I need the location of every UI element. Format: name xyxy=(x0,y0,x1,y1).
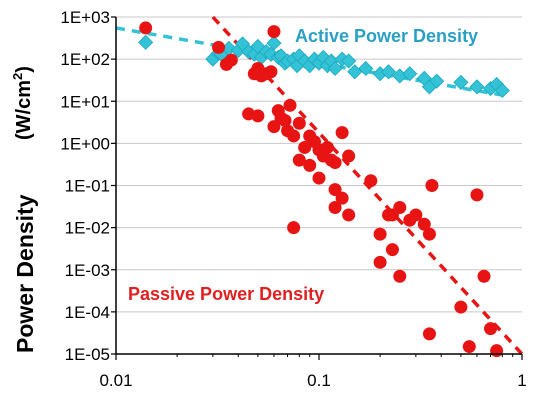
x-tick-label: 0.1 xyxy=(307,371,331,390)
passive-data-point xyxy=(342,208,356,222)
passive-data-point xyxy=(328,201,342,215)
passive-data-point xyxy=(484,322,498,336)
passive-data-point xyxy=(417,217,431,231)
passive-data-point xyxy=(373,227,387,241)
active-data-point xyxy=(266,35,282,51)
y-axis-unit-exponent: 2 xyxy=(10,73,25,80)
active-data-point xyxy=(380,64,397,80)
active-data-point xyxy=(138,34,154,50)
passive-data-point xyxy=(328,183,342,197)
passive-data-point xyxy=(470,188,484,202)
passive-data-point xyxy=(312,171,326,185)
y-tick-label: 1E-05 xyxy=(65,345,110,364)
passive-data-point xyxy=(267,25,281,39)
passive-data-point xyxy=(364,174,378,188)
passive-data-point xyxy=(251,109,265,123)
passive-data-point xyxy=(490,344,504,358)
active-annotation: Active Power Density xyxy=(295,26,478,46)
passive-data-point xyxy=(287,221,301,235)
passive-data-point xyxy=(454,300,468,314)
active-data-point xyxy=(469,79,485,95)
passive-data-point xyxy=(212,40,226,54)
y-tick-label: 1E+01 xyxy=(60,92,110,111)
passive-data-point xyxy=(422,227,436,241)
passive-data-point xyxy=(283,98,297,112)
data-points xyxy=(138,21,510,358)
passive-data-point xyxy=(224,53,238,67)
active-data-point xyxy=(402,66,418,82)
passive-data-point xyxy=(462,340,476,354)
passive-data-point xyxy=(393,201,407,215)
axis-labels: 1E+03 1E+02 1E+01 1E+00 1E-01 1E-02 1E-03 1E-04… xyxy=(60,8,526,390)
active-data-point xyxy=(327,60,343,77)
passive-data-point xyxy=(267,120,281,134)
passive-data-point xyxy=(425,179,439,192)
x-tick-label: 0.01 xyxy=(99,371,132,390)
passive-data-point xyxy=(287,129,301,143)
y-tick-label: 1E-04 xyxy=(65,303,110,322)
passive-data-point xyxy=(477,269,491,283)
y-tick-label: 1E+03 xyxy=(60,8,110,27)
y-axis-title-text: Power Density xyxy=(12,194,38,353)
y-axis-unit: (W/cm2) xyxy=(10,66,35,140)
passive-data-point xyxy=(264,65,278,79)
active-data-point xyxy=(453,74,469,90)
passive-data-point xyxy=(139,21,153,35)
y-tick-label: 1E-02 xyxy=(65,219,110,238)
passive-data-point xyxy=(328,156,342,170)
active-data-point xyxy=(341,53,357,69)
passive-data-point xyxy=(385,243,399,257)
active-data-point xyxy=(429,73,445,89)
passive-data-point xyxy=(393,269,407,283)
y-axis-unit-suffix: ) xyxy=(13,66,35,73)
y-axis-title: Power Density xyxy=(12,194,38,353)
x-tick-label: 1 xyxy=(517,371,526,390)
passive-data-point xyxy=(320,140,334,154)
y-tick-label: 1E+00 xyxy=(60,134,110,153)
passive-data-point xyxy=(335,191,349,205)
y-tick-label: 1E+02 xyxy=(60,50,110,69)
passive-data-point xyxy=(342,149,356,163)
passive-data-point xyxy=(278,113,292,127)
axes xyxy=(111,16,523,360)
y-tick-label: 1E-03 xyxy=(65,261,110,280)
passive-data-point xyxy=(422,327,436,341)
passive-data-point xyxy=(292,116,306,130)
passive-data-point xyxy=(335,126,349,140)
active-data-point xyxy=(358,60,374,77)
y-axis-unit-prefix: (W/cm xyxy=(13,80,35,140)
y-tick-label: 1E-01 xyxy=(65,177,110,196)
passive-data-point xyxy=(409,208,423,222)
active-data-point xyxy=(494,82,510,99)
passive-data-point xyxy=(298,140,312,154)
passive-data-point xyxy=(292,153,306,167)
passive-annotation: Passive Power Density xyxy=(128,284,324,304)
passive-data-point xyxy=(303,158,317,172)
passive-data-point xyxy=(373,255,387,269)
